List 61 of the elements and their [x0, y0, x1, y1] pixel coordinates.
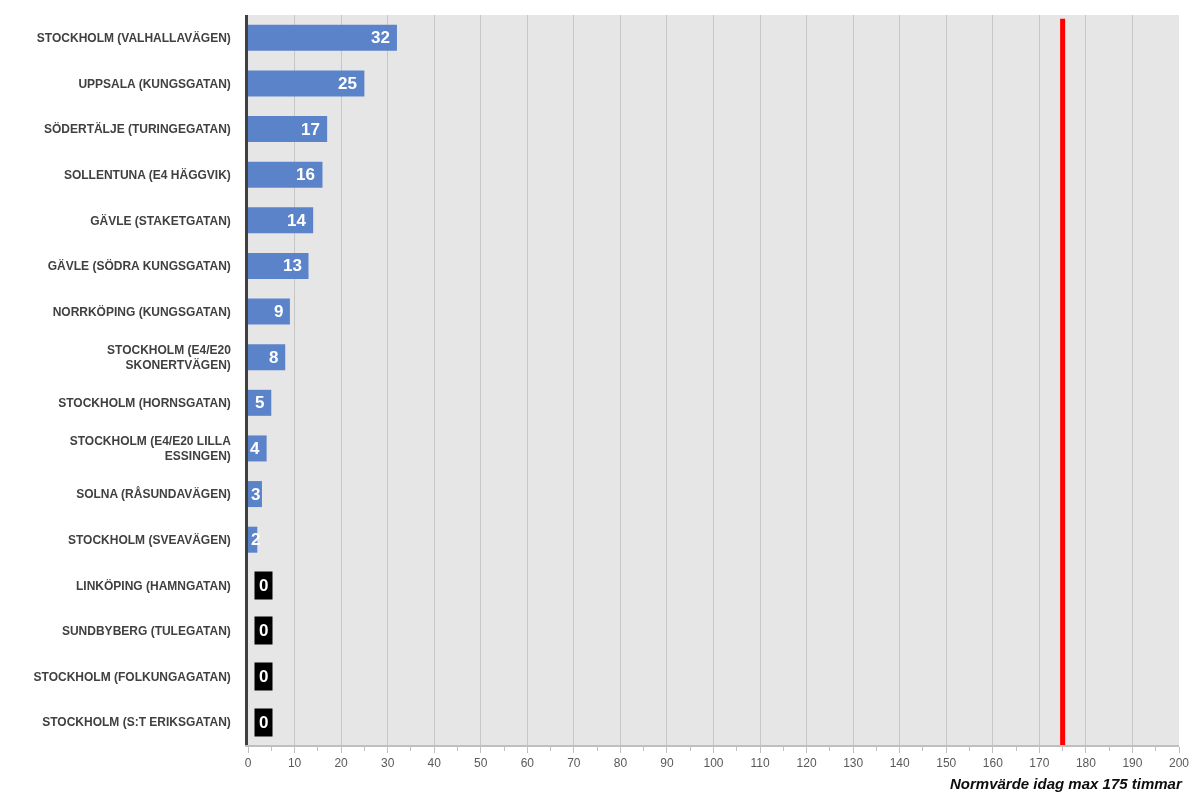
x-tick-label: 150: [936, 756, 957, 771]
data-label: 25: [338, 74, 357, 93]
y-tick-label: LINKÖPING (HAMNGATAN): [75, 577, 231, 593]
y-tick-label: STOCKHOLM (S:T ERIKSGATAN): [42, 715, 231, 730]
y-tick-label: SUNDBYBERG (TULEGATAN): [61, 624, 231, 639]
bar: [248, 70, 365, 97]
x-tick-label: 130: [843, 756, 864, 771]
x-tick-label: 10: [287, 756, 302, 771]
x-tick-label: 140: [889, 756, 911, 771]
y-tick-label: STOCKHOLM (E4/E20 SKONERTVÄGEN): [107, 342, 232, 373]
bar: [248, 24, 397, 51]
x-tick-label: 0: [244, 756, 252, 771]
x-tick-label: 80: [613, 756, 628, 771]
data-label: 32: [371, 28, 390, 47]
data-label: 4: [250, 439, 260, 458]
x-tick-label: 160: [982, 756, 1004, 771]
y-tick-label: UPPSALA (KUNGSGATAN): [78, 76, 231, 91]
data-label: 14: [287, 211, 307, 230]
y-tick-label: STOCKHOLM (SVEAVÄGEN): [67, 531, 231, 547]
x-tick-label: 110: [750, 756, 770, 771]
x-tick-label: 200: [1168, 756, 1190, 771]
bar: [248, 116, 328, 143]
x-tick-label: 190: [1122, 756, 1143, 771]
x-tick-label: 90: [660, 756, 674, 771]
x-tick-label: 20: [334, 756, 349, 771]
bar: [248, 344, 286, 371]
data-label: 17: [301, 120, 320, 139]
y-tick-label: STOCKHOLM (HORNSGATAN): [58, 396, 231, 411]
bar: [248, 298, 290, 325]
y-tick-label: SOLNA (RÅSUNDAVÄGEN): [76, 486, 231, 502]
data-label: 5: [255, 393, 265, 412]
data-label: 0: [259, 621, 269, 640]
x-tick-label: 50: [474, 756, 488, 771]
data-label: 9: [274, 302, 284, 321]
y-tick-label: SÖDERTÄLJE (TURINGEGATAN): [43, 121, 231, 137]
bar: [248, 161, 323, 188]
y-tick-label: NORRKÖPING (KUNGSGATAN): [52, 303, 231, 319]
y-tick-label: SOLLENTUNA (E4 HÄGGVIK): [63, 166, 231, 182]
bar: [248, 207, 314, 234]
data-label: 0: [259, 667, 269, 686]
y-tick-label: STOCKHOLM (E4/E20 LILLA ESSINGEN): [69, 433, 232, 464]
data-label: 13: [283, 256, 302, 275]
x-tick-label: 70: [567, 756, 581, 771]
x-tick-label: 40: [427, 756, 442, 771]
data-label: 16: [296, 165, 315, 184]
y-tick-label: STOCKHOLM (FOLKUNGAGATAN): [33, 669, 231, 684]
x-tick-label: 30: [380, 756, 395, 771]
x-tick-label: 120: [796, 756, 817, 771]
data-label: 3: [251, 485, 261, 504]
data-label: 0: [259, 576, 269, 595]
bar: [248, 252, 309, 279]
y-tick-label: GÄVLE (SÖDRA KUNGSGATAN): [47, 258, 231, 274]
x-tick-label: 60: [520, 756, 535, 771]
data-label: 0: [259, 713, 269, 732]
y-tick-label: STOCKHOLM (VALHALLAVÄGEN): [36, 30, 231, 46]
x-tick-label: 170: [1029, 756, 1050, 771]
y-tick-label: GÄVLE (STAKETGATAN): [90, 212, 231, 228]
x-tick-label: 180: [1075, 756, 1097, 771]
x-axis-title: Normvärde idag max 175 timmar: [950, 775, 1183, 792]
x-tick-label: 100: [703, 756, 724, 771]
data-label: 8: [269, 348, 279, 367]
